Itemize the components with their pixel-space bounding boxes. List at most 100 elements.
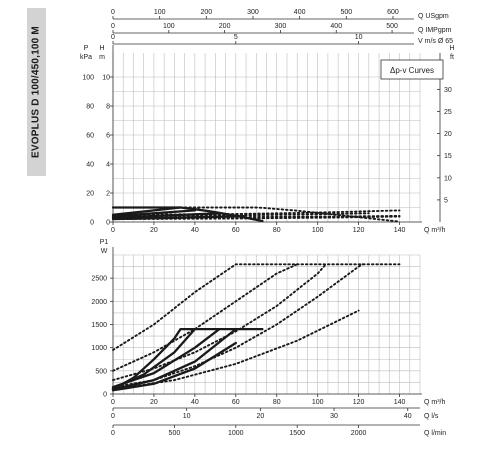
y-tick-label: 100 xyxy=(82,75,94,82)
dotted-curve-10 xyxy=(112,309,360,391)
h-m-tick-label: 4 xyxy=(106,162,110,169)
solid-curve-5 xyxy=(111,341,237,392)
dotted-curve-10 xyxy=(179,206,401,223)
legend-box xyxy=(380,59,444,80)
bottom-tick-label: 40 xyxy=(404,413,412,420)
top-axis-label-2: Q IMPgpm xyxy=(418,27,452,34)
top-tick-label: 300 xyxy=(275,23,287,30)
top-tick-label: 200 xyxy=(200,9,212,16)
y-tick-label: 0 xyxy=(103,392,107,399)
top-tick-label: 0 xyxy=(111,23,115,30)
h-m-tick-label: 2 xyxy=(106,191,110,198)
bottom-tick-label: 20 xyxy=(256,413,264,420)
right-tick-label: 15 xyxy=(444,153,452,160)
product-banner xyxy=(27,8,46,176)
x-tick-label: 20 xyxy=(150,227,158,234)
bottom-tick-label: 30 xyxy=(330,413,338,420)
y-tick-label: 1000 xyxy=(91,345,107,352)
x-tick-label: 120 xyxy=(353,399,365,406)
top-tick-label: 600 xyxy=(387,9,399,16)
x-tick-label: 140 xyxy=(394,399,406,406)
head-chart: 0 20 40 60 80 100 120 140 Q m³/h0204060801000246… xyxy=(80,9,455,234)
right-tick-label: 30 xyxy=(444,87,452,94)
solid-curve-2 xyxy=(111,206,182,216)
y-tick-label: 80 xyxy=(86,104,94,111)
x-axis-label: Q m³/h xyxy=(424,399,445,406)
x-tick-label: 140 xyxy=(394,227,406,234)
x-tick-label: 0 xyxy=(111,399,115,406)
dotted-curve-8 xyxy=(112,263,327,382)
dotted-curve-7 xyxy=(112,263,299,372)
y-axis-label-h: H xyxy=(99,45,104,52)
right-tick-label: 25 xyxy=(444,109,452,116)
x-tick-label: 120 xyxy=(353,227,365,234)
top-axis-label-1: Q USgpm xyxy=(418,13,449,20)
y-axis-label-p: P xyxy=(84,45,89,52)
y-tick-label: 2000 xyxy=(91,299,107,306)
dotted-curve-9 xyxy=(112,215,401,221)
right-axis-label-h: H xyxy=(449,45,454,52)
h-m-tick-label: 0 xyxy=(106,220,110,227)
x-tick-label: 60 xyxy=(232,227,240,234)
y-tick-label: 20 xyxy=(86,191,94,198)
x-tick-label: 60 xyxy=(232,399,240,406)
right-tick-label: 5 xyxy=(444,197,448,204)
top-tick-label: 400 xyxy=(330,23,342,30)
h-m-tick-label: 10 xyxy=(102,75,110,82)
bottom-tick-label: 500 xyxy=(169,430,181,437)
y-tick-label: 500 xyxy=(95,368,107,375)
bottom-axis-label-1: Q l/s xyxy=(424,413,439,420)
legend: Δp-v Curves xyxy=(380,59,444,80)
top-tick-label: 500 xyxy=(340,9,352,16)
x-tick-label: 40 xyxy=(191,399,199,406)
top-tick-label: 0 xyxy=(111,34,115,41)
bottom-tick-label: 1500 xyxy=(289,430,305,437)
y-tick-label: 40 xyxy=(86,162,94,169)
bottom-tick-label: 2000 xyxy=(351,430,367,437)
legend-text: Δp-v Curves xyxy=(390,66,434,75)
top-tick-label: 300 xyxy=(247,9,259,16)
y-axis-label-w: W xyxy=(101,248,108,255)
top-tick-label: 200 xyxy=(219,23,231,30)
bottom-tick-label: 10 xyxy=(183,413,191,420)
bottom-axis-label-2: Q l/min xyxy=(424,430,446,437)
y-tick-label: 0 xyxy=(90,220,94,227)
dotted-curve-6 xyxy=(112,263,401,351)
solid-curve-4 xyxy=(111,327,237,391)
h-m-tick-label: 8 xyxy=(106,104,110,111)
dotted-curve-7 xyxy=(112,212,370,218)
x-axis-label: Q m³/h xyxy=(424,227,445,234)
y-axis-label-m: m xyxy=(99,54,105,61)
dotted-curve-9 xyxy=(112,263,364,389)
top-tick-label: 100 xyxy=(154,9,166,16)
y-tick-label: 60 xyxy=(86,133,94,140)
bottom-tick-label: 0 xyxy=(111,430,115,437)
y-axis-label-kpa: kPa xyxy=(80,54,92,61)
right-tick-label: 10 xyxy=(444,175,452,182)
top-tick-label: 100 xyxy=(163,23,175,30)
solid-curve-3 xyxy=(111,327,221,389)
y-axis-label-p1: P1 xyxy=(100,239,109,246)
x-tick-label: 0 xyxy=(111,227,115,234)
top-tick-label: 10 xyxy=(355,34,363,41)
top-tick-label: 0 xyxy=(111,9,115,16)
bottom-tick-label: 1000 xyxy=(228,430,244,437)
y-tick-label: 2500 xyxy=(91,276,107,283)
top-tick-label: 400 xyxy=(294,9,306,16)
top-tick-label: 5 xyxy=(234,34,238,41)
x-tick-label: 80 xyxy=(273,227,281,234)
x-tick-label: 80 xyxy=(273,399,281,406)
right-axis-label-ft: ft xyxy=(450,54,454,61)
x-tick-label: 100 xyxy=(312,399,324,406)
x-tick-label: 20 xyxy=(150,399,158,406)
top-tick-label: 500 xyxy=(386,23,398,30)
y-tick-label: 1500 xyxy=(91,322,107,329)
right-tick-label: 20 xyxy=(444,131,452,138)
bottom-tick-label: 0 xyxy=(111,413,115,420)
dotted-curve-6 xyxy=(112,209,401,216)
h-m-tick-label: 6 xyxy=(106,133,110,140)
x-tick-label: 100 xyxy=(312,227,324,234)
x-tick-label: 40 xyxy=(191,227,199,234)
power-chart: 0 20 40 60 80 100 120 140 Q m³/h0500100015002000… xyxy=(91,239,446,437)
